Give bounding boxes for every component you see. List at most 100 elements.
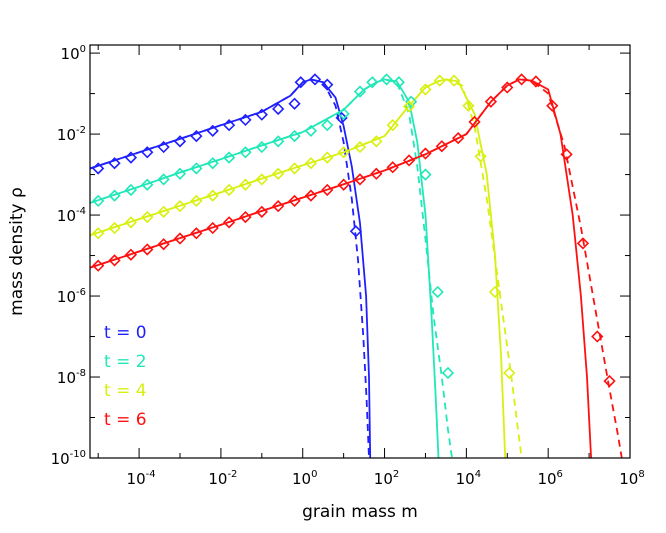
series-2-diamond-marker — [141, 210, 154, 224]
series-1-diamond-marker — [190, 162, 203, 175]
series-2-diamond-marker — [353, 140, 367, 154]
series-3-diamond-marker — [239, 210, 252, 224]
series-3-solid-line — [90, 78, 592, 458]
series-3-diamond-marker — [321, 183, 334, 197]
series-2-diamond-marker — [474, 150, 487, 163]
series-3-diamond-marker — [452, 131, 465, 145]
series-0-diamond-marker — [349, 225, 363, 238]
series-curves — [90, 78, 623, 458]
series-3-diamond-marker — [370, 167, 383, 180]
series-2-diamond-marker — [503, 366, 516, 380]
series-1-diamond-marker — [157, 173, 170, 186]
series-0-diamond-marker — [222, 119, 236, 132]
series-0-diamond-marker — [239, 113, 252, 127]
series-0-diamond-marker — [157, 140, 170, 154]
series-3-diamond-marker — [576, 237, 590, 250]
legend-entry: t = 2 — [104, 352, 147, 372]
x-tick-label: 100 — [292, 469, 317, 488]
series-3-diamond-marker — [468, 115, 481, 129]
series-0-diamond-marker — [294, 76, 307, 89]
series-0-diamond-marker — [335, 111, 348, 125]
series-3-diamond-marker — [546, 99, 559, 112]
y-tick-label: 10-2 — [57, 125, 86, 144]
series-3-diamond-marker — [272, 200, 285, 213]
axis-tick-labels: 10-4 10-2 100 102 104 106 108 10-10 10-8 10-6 10-4… — [51, 44, 645, 488]
series-0-diamond-marker — [141, 146, 154, 159]
series-1-diamond-marker — [173, 167, 187, 180]
series-2-diamond-marker — [92, 227, 105, 240]
series-2-diamond-marker — [433, 74, 446, 87]
series-3-diamond-marker — [190, 227, 203, 240]
plot-frame — [89, 44, 631, 459]
series-0-solid-line — [90, 78, 372, 458]
y-tick-label: 10-6 — [57, 287, 86, 306]
y-axis-label: mass density ρ — [7, 187, 27, 316]
legend: t = 0 t = 2 t = 4 t = 6 — [104, 323, 147, 430]
series-2-diamond-marker — [173, 200, 187, 213]
series-2-diamond-marker — [386, 119, 399, 132]
series-2-diamond-marker — [462, 99, 475, 112]
series-0-diamond-marker — [206, 124, 219, 137]
series-1-diamond-marker — [239, 146, 252, 159]
series-1-diamond-marker — [108, 189, 121, 202]
series-3-diamond-marker — [255, 205, 268, 218]
series-1-diamond-marker — [92, 194, 105, 208]
series-2-diamond-marker — [190, 194, 203, 208]
series-2-diamond-marker — [206, 189, 219, 202]
series-3-diamond-marker — [402, 154, 416, 167]
series-3-diamond-marker — [92, 259, 105, 272]
series-1-diamond-marker — [288, 129, 301, 143]
series-3-diamond-marker — [108, 254, 121, 267]
series-1-dashed-line — [90, 78, 453, 458]
y-tick-label: 100 — [61, 44, 86, 63]
series-2-diamond-marker — [157, 205, 170, 218]
y-tick-label: 10-10 — [51, 449, 86, 468]
series-2-solid-line — [90, 78, 507, 458]
series-2-diamond-marker — [124, 216, 138, 229]
series-1-diamond-marker — [441, 366, 455, 380]
series-2-diamond-marker — [255, 173, 268, 186]
axis-ticks — [90, 45, 631, 459]
series-0-diamond-marker — [173, 135, 187, 148]
series-3-diamond-marker — [515, 73, 528, 86]
x-tick-label: 108 — [619, 469, 644, 488]
series-3-diamond-marker — [435, 140, 448, 153]
series-2-diamond-marker — [402, 100, 416, 113]
x-tick-label: 104 — [456, 469, 481, 488]
series-1-diamond-marker — [124, 183, 138, 197]
series-3-diamond-marker — [603, 374, 616, 388]
series-1-diamond-marker — [222, 151, 236, 164]
series-1-diamond-marker — [392, 76, 405, 89]
series-3-diamond-marker — [419, 147, 432, 160]
series-0-diamond-marker — [288, 97, 301, 110]
series-0-diamond-marker — [272, 102, 285, 116]
series-2-diamond-marker — [108, 221, 121, 235]
series-2-diamond-marker — [370, 135, 383, 148]
x-tick-label: 10-4 — [127, 469, 156, 488]
x-axis-label: grain mass m — [302, 502, 418, 522]
series-2-diamond-marker — [239, 178, 252, 191]
series-3-diamond-marker — [141, 243, 154, 256]
series-2-diamond-marker — [288, 162, 301, 175]
series-2-diamond-marker — [337, 146, 350, 159]
series-3-diamond-marker — [206, 221, 219, 235]
series-0-diamond-marker — [190, 129, 203, 143]
series-1-diamond-marker — [405, 95, 418, 108]
series-2-diamond-marker — [419, 83, 432, 96]
legend-entry: t = 4 — [104, 381, 147, 401]
series-1-diamond-marker — [380, 73, 393, 86]
y-tick-label: 10-4 — [57, 206, 86, 225]
series-0-diamond-marker — [124, 151, 138, 164]
series-1-diamond-marker — [353, 85, 367, 98]
series-3-diamond-marker — [337, 178, 350, 191]
series-1-solid-line — [90, 78, 440, 458]
series-0-dashed-line — [90, 78, 370, 458]
series-2-dashed-line — [90, 78, 523, 458]
series-3-diamond-marker — [529, 75, 543, 88]
x-tick-label: 102 — [374, 469, 399, 488]
series-3-diamond-marker — [591, 330, 604, 343]
series-0-diamond-marker — [321, 78, 334, 91]
series-2-diamond-marker — [321, 151, 334, 164]
series-0-diamond-marker — [255, 108, 268, 121]
